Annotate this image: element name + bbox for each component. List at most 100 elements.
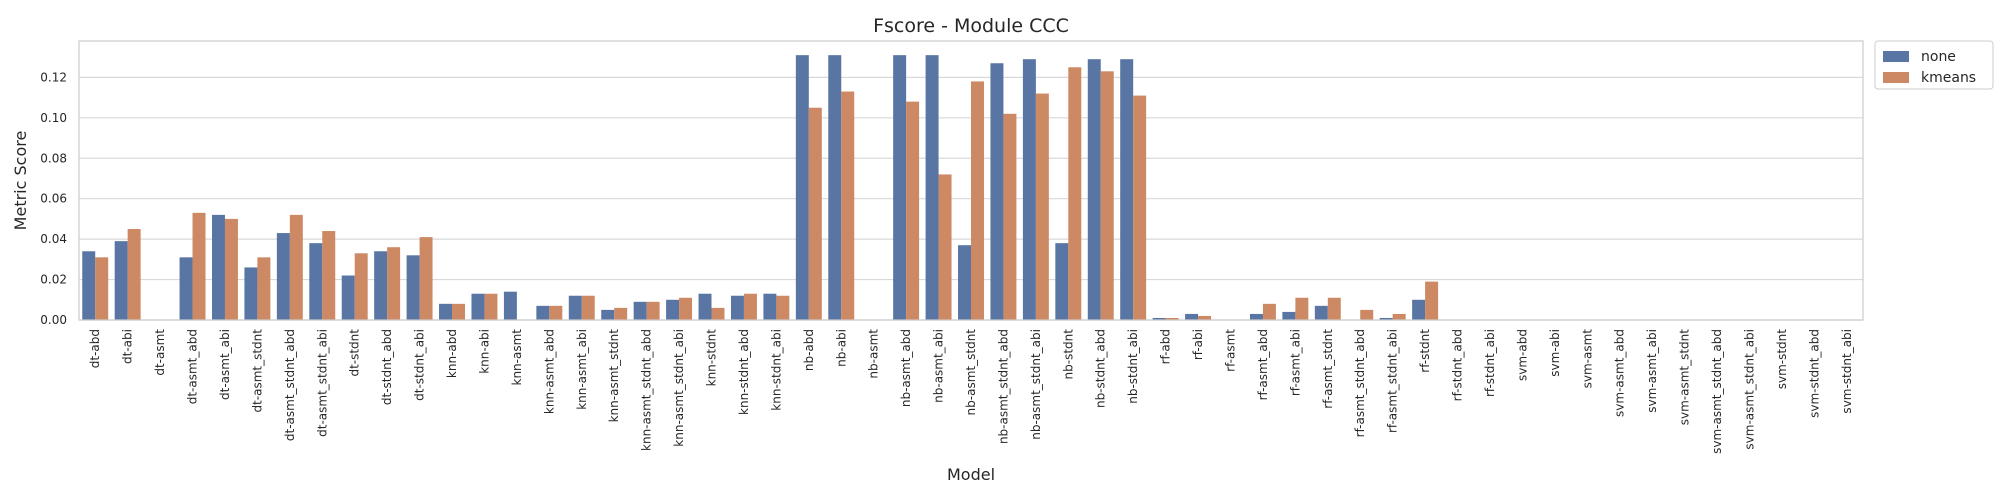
legend-swatch-none (1883, 51, 1909, 62)
bar-kmeans (127, 229, 141, 320)
bar-none (1087, 59, 1101, 321)
y-tick-label: 0.10 (40, 111, 67, 125)
x-tick-label: rf-asmt_abi (1288, 329, 1302, 396)
y-tick-label: 0.08 (40, 151, 67, 165)
x-tick-label: nb-asmt_stdnt (964, 329, 978, 416)
x-tick-label: nb-asmt (867, 329, 881, 379)
x-tick-label: nb-asmt_abd (899, 329, 913, 407)
bar-none (893, 55, 907, 321)
bar-none (439, 303, 453, 320)
x-axis-ticks: dt-abd dt-abi dt-asmt dt-asmt_abd dt-asmt_ab… (88, 329, 1854, 454)
bar-none (114, 241, 128, 320)
bar-kmeans (484, 293, 498, 320)
bar-kmeans (906, 101, 920, 320)
x-tick-label: dt-asmt_stdnt_abd (283, 329, 297, 441)
bar-none (1412, 299, 1426, 320)
bar-kmeans (224, 218, 238, 320)
bar-none (1055, 243, 1069, 320)
bar-kmeans (776, 295, 790, 320)
bar-none (1379, 317, 1393, 320)
bar-none (211, 214, 225, 320)
bar-kmeans (289, 214, 303, 320)
bar-kmeans (192, 212, 206, 320)
bar-kmeans (841, 91, 855, 320)
bar-none (536, 305, 550, 320)
bar-none (795, 55, 809, 321)
bar-kmeans (1035, 93, 1049, 320)
bar-none (1152, 317, 1166, 320)
bar-kmeans (1165, 317, 1179, 320)
x-tick-label: dt-abi (121, 329, 135, 364)
y-tick-label: 0.04 (40, 232, 67, 246)
x-tick-label: dt-asmt_abd (186, 329, 200, 404)
bar-kmeans (743, 293, 757, 320)
bar-none (568, 295, 582, 320)
bar-none (406, 255, 420, 320)
bar-kmeans (322, 231, 336, 320)
bar-kmeans (419, 237, 433, 320)
x-tick-label: nb-abi (834, 329, 848, 367)
x-tick-label: dt-asmt_stdnt (250, 329, 264, 413)
x-tick-label: svm-asmt_stdnt_abd (1710, 329, 1724, 454)
bar-none (1314, 305, 1328, 320)
bar-none (179, 257, 193, 320)
y-axis-label: Metric Score (11, 131, 30, 231)
legend: none kmeans (1874, 40, 1994, 90)
x-tick-label: rf-asmt_stdnt (1321, 329, 1335, 409)
bar-none (763, 293, 777, 320)
y-tick-label: 0.06 (40, 192, 67, 206)
x-tick-label: rf-stdnt (1418, 329, 1432, 373)
x-tick-label: nb-asmt_abi (932, 329, 946, 403)
x-tick-label: svm-stdnt (1775, 329, 1789, 390)
x-tick-label: dt-stdnt_abd (380, 329, 394, 405)
x-tick-label: dt-asmt_abi (218, 329, 232, 400)
x-tick-label: nb-stdnt_abi (1126, 329, 1140, 404)
x-tick-label: rf-asmt (1223, 329, 1237, 372)
x-tick-label: rf-abd (1159, 329, 1173, 364)
bar-none (1282, 311, 1296, 320)
bar-kmeans (581, 295, 595, 320)
x-tick-label: knn-asmt_stdnt (607, 329, 621, 423)
x-tick-label: rf-asmt_stdnt_abd (1353, 329, 1367, 437)
x-tick-label: nb-stdnt (1061, 329, 1075, 380)
bar-none (958, 245, 971, 320)
bar-none (601, 309, 615, 320)
x-tick-label: svm-abi (1548, 329, 1562, 377)
x-tick-label: dt-asmt (153, 329, 167, 376)
bar-none (471, 293, 485, 320)
bar-kmeans (971, 81, 984, 320)
x-tick-label: knn-stdnt_abi (769, 329, 783, 411)
bars-layer (82, 55, 1439, 321)
x-tick-label: svm-asmt_stdnt_abi (1742, 329, 1756, 450)
bar-none (244, 267, 258, 320)
bar-kmeans (646, 301, 660, 320)
x-tick-label: rf-stdnt_abi (1483, 329, 1497, 397)
chart-title: Fscore - Module CCC (873, 15, 1069, 37)
y-tick-label: 0.12 (40, 70, 67, 84)
bar-kmeans (95, 257, 109, 320)
bar-kmeans (1100, 71, 1114, 321)
bar-kmeans (1392, 313, 1406, 320)
bar-kmeans (1425, 281, 1439, 320)
x-tick-label: knn-asmt_stdnt_abd (640, 329, 654, 451)
bar-none (666, 299, 680, 320)
legend-label-none: none (1921, 49, 1956, 65)
x-tick-label: dt-stdnt (348, 329, 362, 377)
y-axis-ticks: 0.00 0.02 0.04 0.06 0.08 0.10 0.12 (40, 70, 67, 327)
bar-none (276, 233, 290, 320)
x-tick-label: rf-asmt_abd (1256, 329, 1270, 400)
bar-none (374, 251, 388, 320)
x-tick-label: nb-abd (802, 329, 816, 371)
bar-kmeans (354, 253, 368, 320)
bar-none (633, 301, 647, 320)
x-tick-label: knn-stdnt_abd (737, 329, 751, 415)
bar-kmeans (1003, 113, 1017, 320)
x-tick-label: knn-stdnt (705, 329, 719, 387)
y-tick-label: 0.00 (40, 313, 67, 327)
bar-kmeans (711, 307, 725, 320)
bar-none (990, 63, 1004, 320)
legend-label-kmeans: kmeans (1921, 70, 1976, 86)
x-tick-label: svm-asmt (1580, 329, 1594, 389)
